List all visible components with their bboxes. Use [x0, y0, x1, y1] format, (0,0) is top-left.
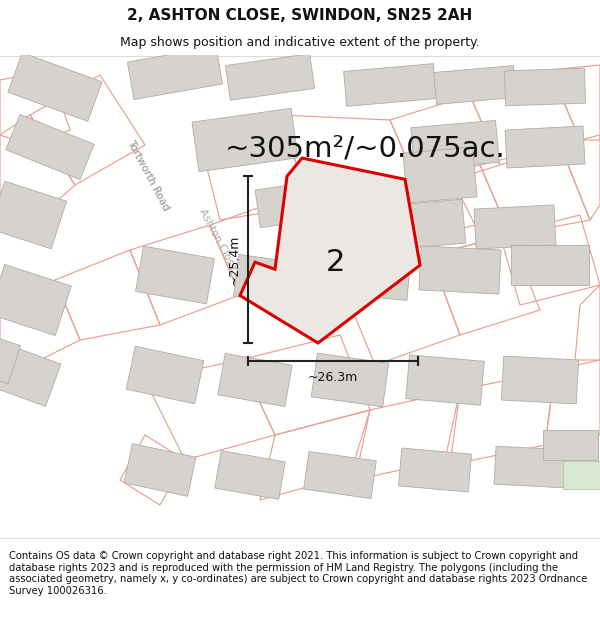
Polygon shape	[494, 446, 566, 488]
Polygon shape	[6, 114, 94, 179]
Polygon shape	[304, 451, 376, 499]
Polygon shape	[511, 245, 589, 285]
Polygon shape	[505, 68, 586, 106]
Text: ~305m²/~0.075ac.: ~305m²/~0.075ac.	[224, 135, 505, 163]
Polygon shape	[406, 355, 484, 405]
Polygon shape	[542, 430, 598, 460]
Polygon shape	[502, 356, 578, 404]
Polygon shape	[474, 205, 556, 249]
Polygon shape	[374, 199, 466, 251]
Text: 2: 2	[325, 248, 344, 277]
Text: ~26.3m: ~26.3m	[308, 371, 358, 384]
Polygon shape	[240, 158, 420, 343]
Polygon shape	[233, 254, 307, 306]
Text: Tortworth Road: Tortworth Road	[125, 138, 171, 212]
Polygon shape	[0, 336, 20, 384]
Polygon shape	[192, 108, 298, 172]
Polygon shape	[329, 249, 411, 301]
Polygon shape	[126, 346, 204, 404]
Polygon shape	[0, 181, 67, 249]
Polygon shape	[563, 461, 600, 489]
Polygon shape	[505, 126, 585, 168]
Polygon shape	[0, 264, 71, 336]
Polygon shape	[124, 444, 196, 496]
Polygon shape	[411, 121, 499, 169]
Polygon shape	[215, 451, 286, 499]
Polygon shape	[403, 147, 477, 203]
Polygon shape	[127, 46, 223, 99]
Text: Map shows position and indicative extent of the property.: Map shows position and indicative extent…	[120, 36, 480, 49]
Text: Tortworth Road: Tortworth Road	[125, 138, 171, 212]
Polygon shape	[419, 246, 501, 294]
Text: ~25.4m: ~25.4m	[227, 234, 241, 285]
Polygon shape	[255, 182, 315, 228]
Text: Ashton Close: Ashton Close	[197, 208, 238, 272]
Text: 2, ASHTON CLOSE, SWINDON, SN25 2AH: 2, ASHTON CLOSE, SWINDON, SN25 2AH	[127, 8, 473, 23]
Text: Contains OS data © Crown copyright and database right 2021. This information is : Contains OS data © Crown copyright and d…	[9, 551, 587, 596]
Polygon shape	[226, 54, 314, 100]
Polygon shape	[218, 353, 292, 407]
Polygon shape	[8, 52, 102, 121]
Polygon shape	[136, 246, 214, 304]
Polygon shape	[434, 66, 516, 104]
Polygon shape	[311, 353, 389, 407]
Polygon shape	[0, 344, 61, 406]
Polygon shape	[398, 448, 472, 492]
Polygon shape	[344, 64, 436, 106]
